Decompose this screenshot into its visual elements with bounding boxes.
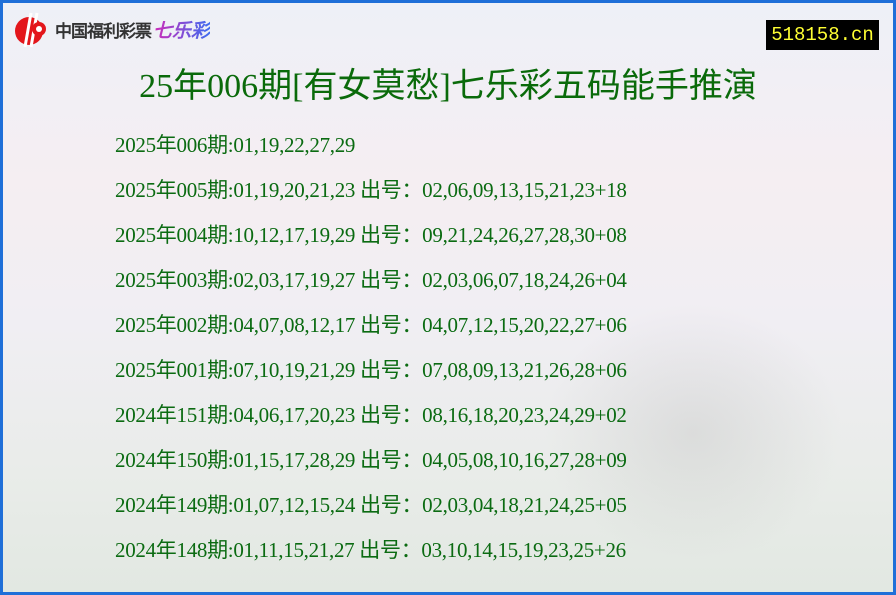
list-item: 2025年003期:02,03,17,19,27 出号：02,03,06,07,… [115,268,627,292]
list-item: 2024年150期:01,15,17,28,29 出号：04,05,08,10,… [115,448,627,472]
background-fog [543,303,843,563]
list-item: 2025年005期:01,19,20,21,23 出号：02,06,09,13,… [115,178,627,202]
list-item: 2025年001期:07,10,19,21,29 出号：07,08,09,13,… [115,358,627,382]
list-item: 2024年149期:01,07,12,15,24 出号：02,03,04,18,… [115,493,627,517]
list-item: 2025年002期:04,07,08,12,17 出号：04,07,12,15,… [115,313,627,337]
list-item: 2025年006期:01,19,22,27,29 [115,133,356,157]
site-badge: 518158.cn [766,20,879,50]
lottery-logo: 中国福利彩票 七乐彩 [11,9,210,49]
logo-brand: 七乐彩 [153,16,210,43]
page-title: 25年006期[有女莫愁]七乐彩五码能手推演 [139,68,757,105]
list-item: 2025年004期:10,12,17,19,29 出号：09,21,24,26,… [115,223,627,247]
logo-text: 中国福利彩票 [55,21,152,42]
list-item: 2024年151期:04,06,17,20,23 出号：08,16,18,20,… [115,403,627,427]
list-item: 2024年148期:01,11,15,21,27 出号：03,10,14,15,… [115,538,626,562]
draw-list: 2025年006期:01,19,22,27,29 2025年005期:01,19… [115,130,627,580]
welfare-lottery-logo-icon [15,12,46,48]
